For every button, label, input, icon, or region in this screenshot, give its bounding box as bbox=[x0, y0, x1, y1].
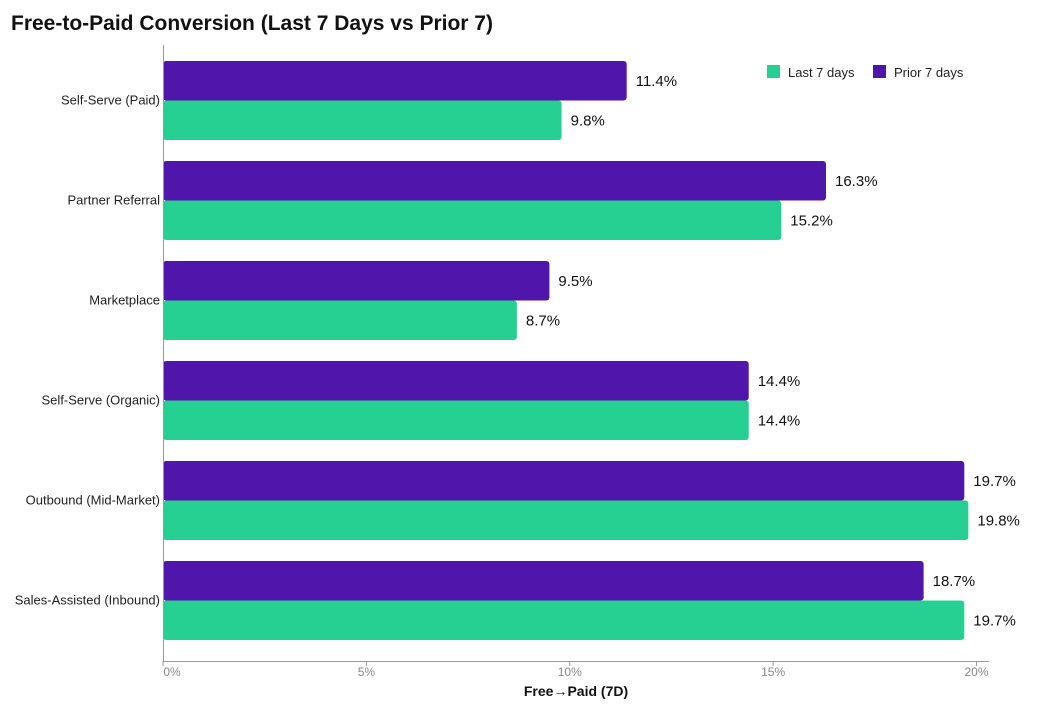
data-label-prior: 14.4% bbox=[758, 373, 801, 390]
bar-prior-7-days bbox=[163, 461, 965, 501]
bar-last-7-days bbox=[163, 100, 562, 140]
chart-title: Free-to-Paid Conversion (Last 7 Days vs … bbox=[11, 12, 493, 35]
x-axis-title: Free→Paid (7D) bbox=[524, 683, 628, 699]
bar-last-7-days bbox=[163, 500, 969, 540]
bar-prior-7-days bbox=[163, 161, 827, 201]
bar-last-7-days bbox=[163, 200, 782, 240]
data-label-last: 9.8% bbox=[571, 112, 605, 129]
bar-last-7-days bbox=[163, 400, 749, 440]
category-label: Marketplace bbox=[89, 293, 160, 308]
labels-layer: 11.4% 9.8% Self-Serve (Paid) 16.3% 15.2% Part… bbox=[15, 73, 1020, 630]
data-label-prior: 16.3% bbox=[835, 173, 878, 190]
data-label-last: 19.7% bbox=[973, 612, 1016, 629]
category-label: Outbound (Mid-Market) bbox=[26, 493, 160, 508]
data-label-prior: 9.5% bbox=[558, 273, 592, 290]
data-label-last: 19.8% bbox=[977, 512, 1020, 529]
bar-last-7-days bbox=[163, 600, 965, 640]
bar-prior-7-days bbox=[163, 261, 550, 301]
legend-label: Last 7 days bbox=[788, 65, 855, 80]
data-label-prior: 11.4% bbox=[636, 73, 677, 90]
data-label-last: 15.2% bbox=[790, 212, 833, 229]
category-label: Self-Serve (Organic) bbox=[42, 393, 160, 408]
bar-prior-7-days bbox=[163, 561, 924, 601]
category-label: Partner Referral bbox=[68, 193, 161, 208]
x-tick-label: 15% bbox=[761, 665, 785, 679]
bar-prior-7-days bbox=[163, 61, 627, 101]
category-label: Self-Serve (Paid) bbox=[61, 93, 160, 108]
x-ticks: 0% 5% 10% 15% 20% bbox=[162, 661, 989, 679]
data-label-prior: 18.7% bbox=[933, 573, 976, 590]
x-tick-label: 10% bbox=[558, 665, 582, 679]
bar-last-7-days bbox=[163, 300, 517, 340]
legend: Last 7 days Prior 7 days bbox=[767, 65, 964, 80]
legend-swatch bbox=[767, 65, 780, 78]
legend-label: Prior 7 days bbox=[894, 65, 964, 80]
data-label-last: 8.7% bbox=[526, 312, 560, 329]
data-label-last: 14.4% bbox=[758, 412, 801, 429]
bar-prior-7-days bbox=[163, 361, 749, 401]
x-tick-label: 0% bbox=[163, 665, 181, 679]
legend-swatch bbox=[873, 65, 886, 78]
x-tick-label: 20% bbox=[964, 665, 988, 679]
category-label: Sales-Assisted (Inbound) bbox=[15, 593, 160, 608]
data-label-prior: 19.7% bbox=[973, 473, 1016, 490]
x-tick-label: 5% bbox=[358, 665, 376, 679]
bars-layer bbox=[163, 61, 969, 640]
